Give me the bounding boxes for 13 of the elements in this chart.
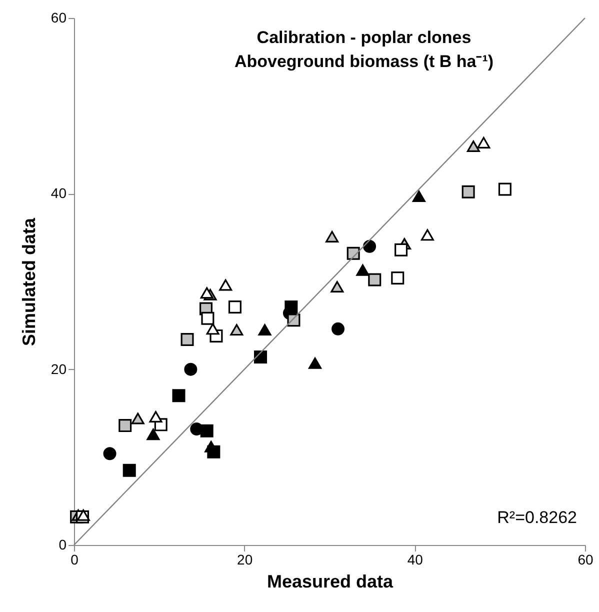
y-tick-label: 20 xyxy=(50,360,67,377)
y-axis-title: Simulated data xyxy=(18,216,39,346)
y-tick-label: 0 xyxy=(58,536,67,552)
x-axis-title: Measured data xyxy=(266,572,394,592)
text: Calibration - poplar clones xyxy=(256,28,472,47)
x-tick-label: 20 xyxy=(237,552,253,568)
x-tick-label: 40 xyxy=(407,552,424,568)
y-tick-label: 60 xyxy=(50,10,67,26)
text: Aboveground biomass (t B ha⁻¹) xyxy=(234,52,494,71)
y-tick-label: 40 xyxy=(50,185,67,202)
annotation: R²=0.8262 xyxy=(497,508,577,527)
x-tick-label: 0 xyxy=(70,552,79,568)
x-tick-label: 60 xyxy=(578,552,594,568)
